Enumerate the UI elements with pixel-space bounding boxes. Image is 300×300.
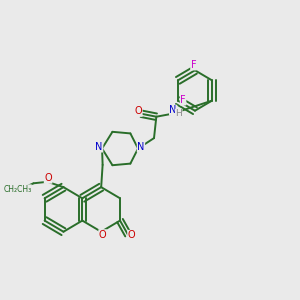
Text: O: O — [128, 230, 135, 240]
Text: CH₂CH₃: CH₂CH₃ — [3, 185, 32, 194]
Text: F: F — [191, 60, 196, 70]
Text: O: O — [44, 173, 52, 183]
Text: N: N — [137, 142, 145, 152]
Text: N: N — [95, 142, 103, 152]
Text: O: O — [99, 230, 106, 240]
Text: N: N — [169, 105, 177, 115]
Text: O: O — [134, 106, 142, 116]
Text: F: F — [180, 95, 186, 105]
Text: H: H — [175, 109, 182, 118]
